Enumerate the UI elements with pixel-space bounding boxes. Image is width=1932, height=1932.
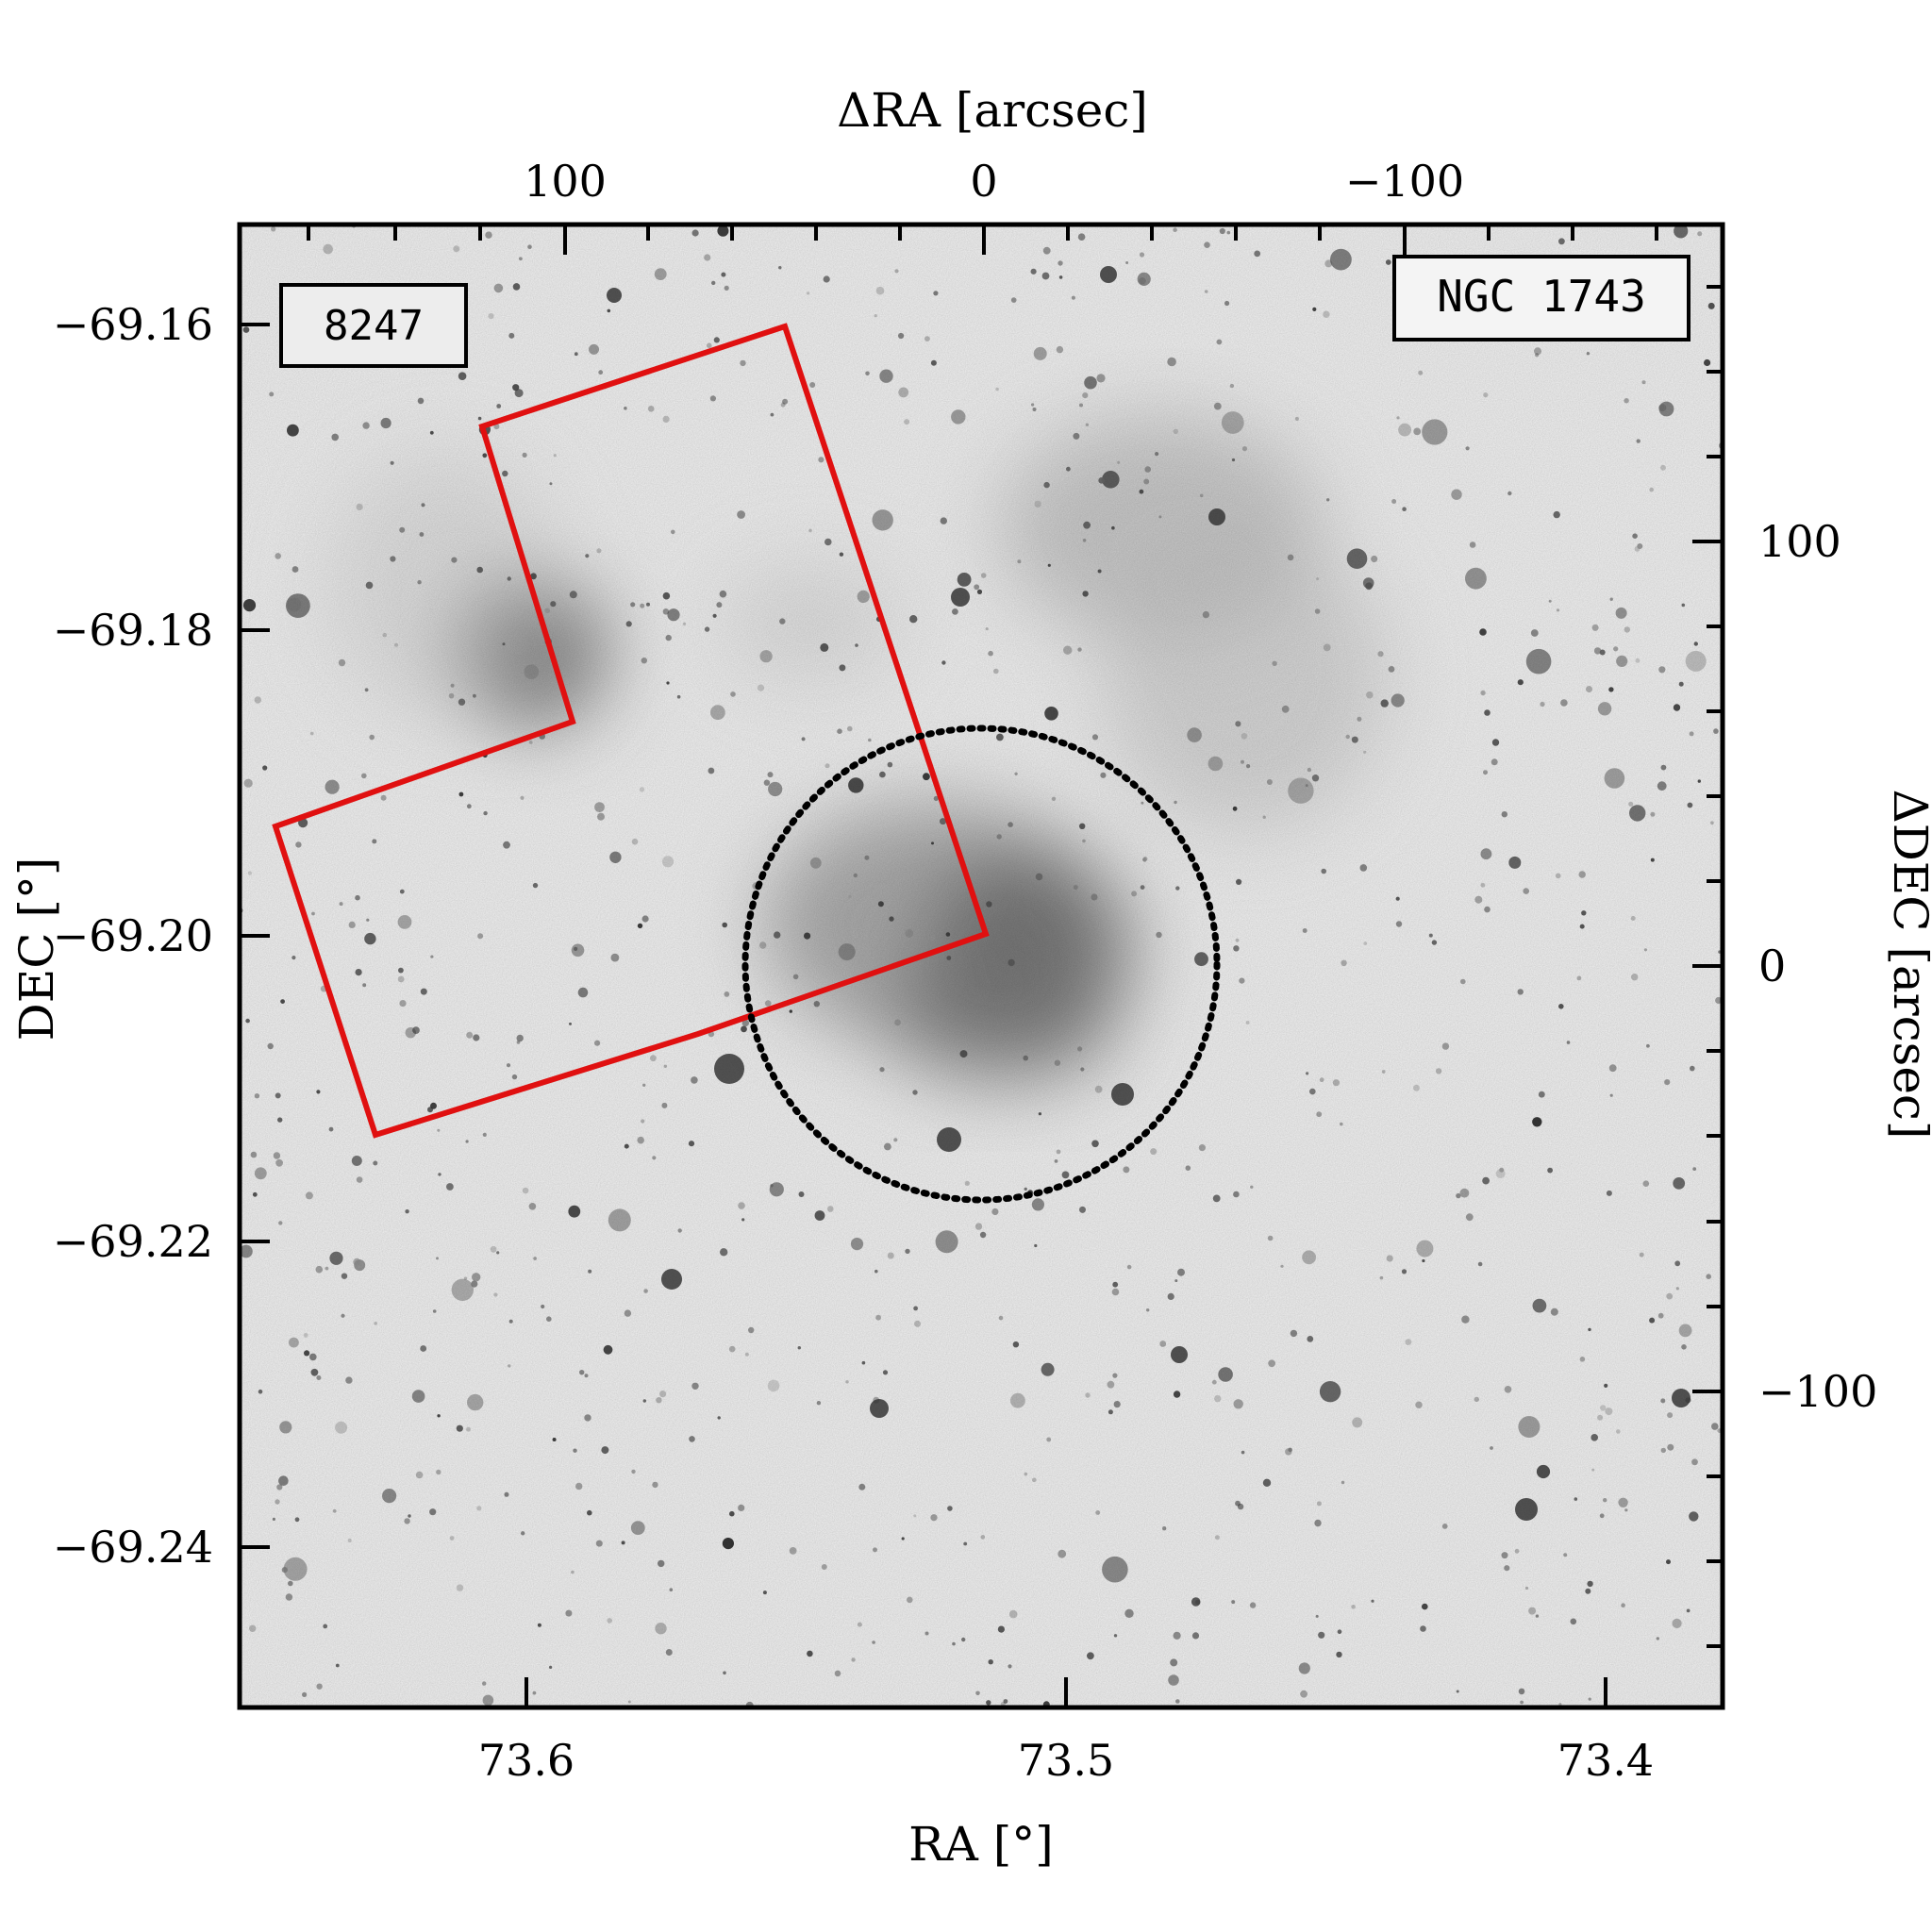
right-tick-label: −100 xyxy=(1758,1366,1877,1417)
top-axis-title: ΔRA [arcsec] xyxy=(837,83,1148,138)
bottom-axis-title: RA [°] xyxy=(908,1817,1054,1872)
bottom-tick-label: 73.6 xyxy=(478,1735,575,1786)
object-label-box: NGC 1743 xyxy=(1392,255,1690,341)
object-label: NGC 1743 xyxy=(1437,271,1646,322)
left-tick-label: −69.24 xyxy=(53,1522,213,1573)
top-tick-label: 100 xyxy=(524,156,607,207)
sky-image xyxy=(240,225,1723,1707)
right-tick-label: 0 xyxy=(1758,941,1786,991)
top-tick-label: 0 xyxy=(970,156,997,207)
footprint-outline xyxy=(272,323,990,1139)
axis-ticks xyxy=(240,225,1723,1707)
left-axis-title: DEC [°] xyxy=(9,858,64,1041)
footprint-label: 8247 xyxy=(324,302,424,350)
left-tick-label: −69.20 xyxy=(53,910,213,961)
footprint-label-box: 8247 xyxy=(279,283,468,368)
bottom-tick-label: 73.4 xyxy=(1557,1735,1654,1786)
right-tick-label: 100 xyxy=(1758,516,1841,567)
top-tick-label: −100 xyxy=(1345,156,1464,207)
left-tick-label: −69.22 xyxy=(53,1216,213,1267)
right-axis-title: ΔDEC [arcsec] xyxy=(1883,790,1932,1140)
left-tick-label: −69.16 xyxy=(53,299,213,350)
cluster-radius-circle xyxy=(741,724,1221,1204)
bottom-tick-label: 73.5 xyxy=(1018,1735,1114,1786)
left-tick-label: −69.18 xyxy=(53,605,213,656)
